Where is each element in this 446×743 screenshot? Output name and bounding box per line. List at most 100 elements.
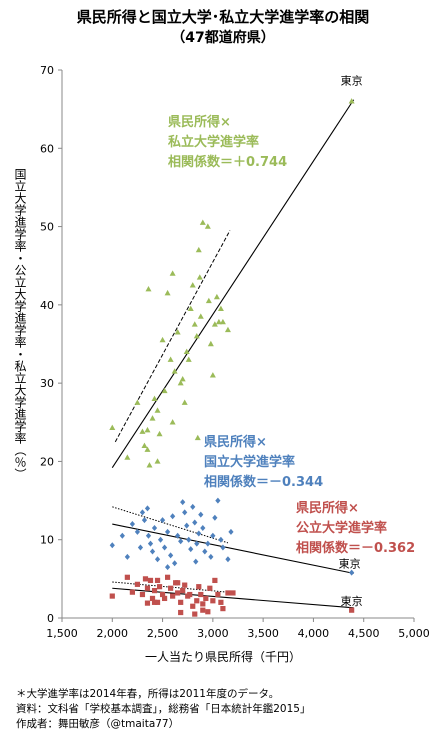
public-data-point	[200, 607, 206, 613]
public-data-point	[203, 595, 209, 602]
private-data-point	[154, 407, 161, 413]
y-tick-label: 70	[40, 64, 54, 77]
national-data-point	[192, 519, 198, 526]
private-data-point	[183, 348, 190, 355]
private-correlation-label: 県民所得×	[168, 114, 231, 130]
private-data-point	[211, 321, 218, 327]
national-data-point	[186, 536, 192, 543]
public-data-point	[170, 593, 176, 599]
national-data-point	[168, 552, 174, 559]
x-tick-label: 2,000	[97, 627, 129, 640]
national-data-point	[180, 499, 186, 506]
national-data-point	[134, 528, 141, 535]
x-tick-label: 5,000	[398, 627, 430, 640]
public-correlation-label: 相関係数＝－0.362	[296, 540, 415, 556]
private-data-point	[224, 326, 231, 333]
public-data-point	[147, 577, 154, 584]
national-data-point	[193, 558, 199, 565]
public-data-point	[151, 599, 158, 605]
national-fit-dashed-line	[112, 506, 229, 544]
national-data-point	[151, 524, 158, 531]
public-data-point	[218, 599, 224, 605]
private-data-point	[109, 424, 116, 430]
private-data-point	[217, 305, 224, 311]
public-data-point	[187, 591, 193, 598]
national-data-point	[215, 497, 221, 504]
private-data-point	[187, 305, 194, 311]
public-data-point	[178, 599, 184, 605]
public-data-point	[144, 600, 151, 606]
public-data-point	[168, 585, 174, 591]
y-tick-label: 60	[40, 142, 54, 155]
public-data-point	[151, 588, 158, 594]
private-data-point	[199, 219, 206, 225]
private-data-point	[205, 297, 212, 304]
national-data-point	[182, 509, 188, 516]
national-regression-line	[112, 523, 354, 574]
national-data-point	[228, 528, 234, 535]
national-data-point	[200, 524, 206, 531]
public-data-point	[134, 581, 141, 587]
tokyo-annotation: 東京	[341, 73, 363, 87]
public-data-point	[156, 584, 163, 590]
public-data-point	[109, 593, 115, 599]
national-data-point	[137, 544, 144, 551]
private-data-point	[181, 399, 188, 405]
national-data-point	[147, 540, 154, 547]
national-data-point	[161, 544, 168, 551]
public-data-point	[175, 580, 181, 586]
public-data-point	[149, 595, 156, 602]
private-data-point	[169, 270, 176, 276]
national-data-point	[159, 517, 166, 524]
national-data-point	[218, 536, 224, 543]
tokyo-annotation: 東京	[341, 594, 363, 608]
private-data-point	[194, 434, 201, 441]
national-data-point	[144, 505, 151, 512]
private-data-point	[149, 415, 156, 421]
private-data-point	[179, 376, 186, 382]
national-data-point	[175, 532, 181, 539]
y-tick-label: 30	[40, 377, 54, 390]
scatter-plot: 0 10 20 30 40 50 60 70 1,500 2,000 2,500 3,000 3,500…	[40, 64, 430, 640]
public-data-point	[230, 590, 236, 596]
footnote-line: 資料：文科省「学校基本調査」，総務省「日本統計年鑑2015」	[16, 703, 311, 715]
private-data-point	[219, 318, 226, 325]
national-data-point	[188, 546, 194, 553]
national-data-point	[202, 548, 208, 555]
private-data-point	[189, 282, 196, 288]
private-data-point	[215, 318, 222, 325]
x-tick-label: 1,500	[46, 627, 78, 640]
chart-title: 県民所得と国立大学･私立大学進学率の相関	[76, 8, 370, 26]
national-data-point	[225, 556, 231, 563]
y-tick-label: 50	[40, 221, 54, 234]
public-data-point	[182, 582, 188, 588]
national-data-point	[141, 517, 148, 524]
private-data-point	[197, 313, 204, 319]
public-correlation-label: 公立大学進学率	[296, 520, 387, 536]
private-data-point	[171, 368, 178, 374]
public-data-point	[178, 609, 184, 616]
public-data-point	[212, 577, 218, 584]
private-data-point	[348, 98, 355, 104]
national-data-point	[208, 553, 214, 560]
y-tick-label: 10	[40, 534, 54, 547]
public-data-point	[161, 595, 168, 602]
private-data-point	[193, 332, 200, 339]
footnote-line: ＊大学進学率は2014年春，所得は2011年度のデータ。	[16, 688, 280, 700]
national-data-point	[149, 548, 156, 555]
private-data-point	[124, 454, 131, 460]
tokyo-annotation: 東京	[339, 557, 361, 571]
private-fit-dashed-line	[114, 230, 231, 443]
public-data-point	[205, 609, 211, 615]
national-data-point	[190, 503, 196, 510]
y-tick-label: 20	[40, 455, 54, 468]
private-data-point	[209, 372, 216, 378]
footnote-line: 作成者：舞田敏彦（@tmaita77）	[16, 718, 180, 730]
private-regression-line	[111, 99, 355, 468]
private-data-point	[177, 379, 184, 386]
national-correlation-label: 県民所得×	[204, 434, 267, 450]
public-data-point	[194, 598, 200, 604]
national-data-point	[210, 532, 216, 539]
national-data-point	[109, 542, 115, 549]
private-data-point	[134, 399, 141, 405]
